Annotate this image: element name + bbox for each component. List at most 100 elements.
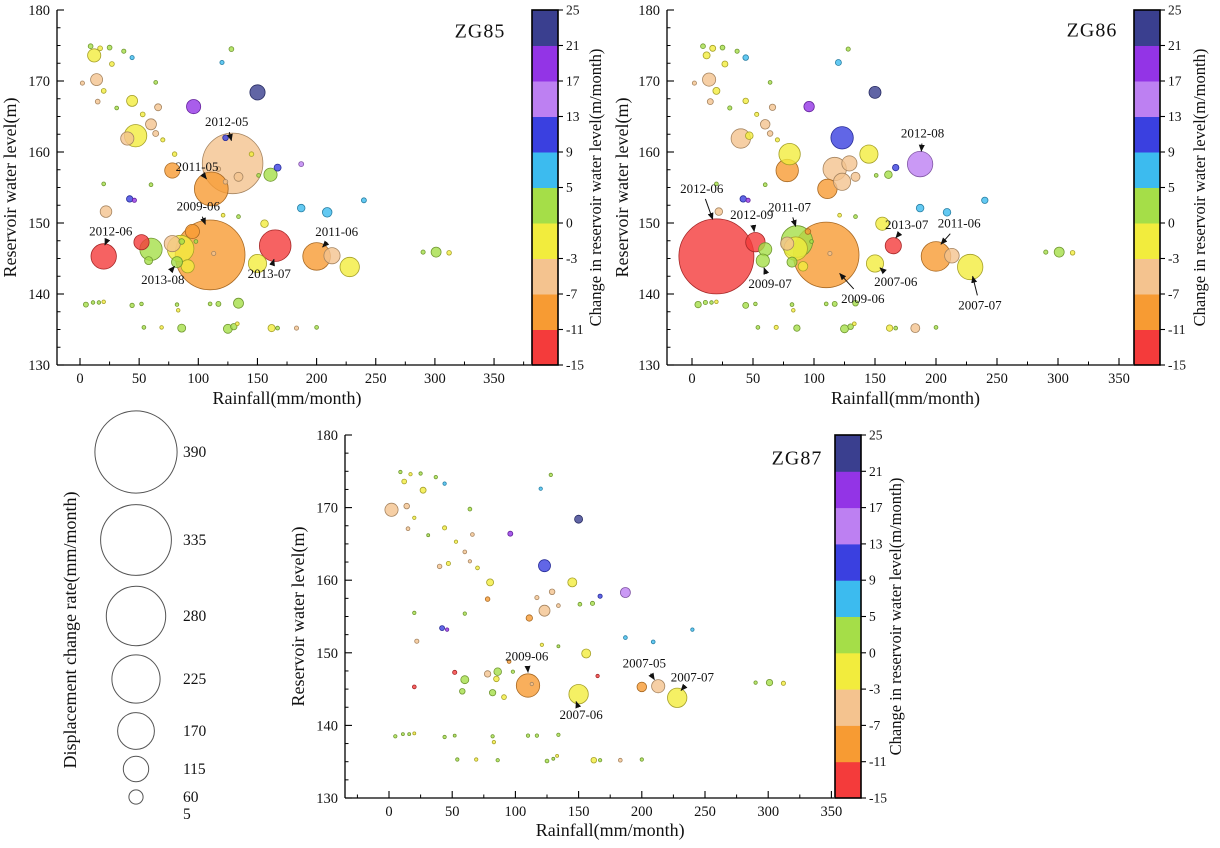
bubble	[850, 171, 861, 182]
bubble	[551, 756, 556, 761]
bubble	[154, 103, 163, 112]
bubble	[144, 256, 154, 266]
bubble	[700, 43, 706, 49]
bubble	[442, 734, 447, 740]
bubble	[809, 239, 814, 244]
colorbar-segment	[835, 543, 861, 581]
colorbar-tick-label: 17	[1168, 74, 1182, 89]
bubble	[393, 734, 398, 739]
bubble	[433, 474, 438, 480]
bubble	[590, 757, 597, 764]
colorbar-segment	[532, 152, 558, 188]
annotation-arrow	[704, 198, 714, 220]
bubble	[714, 181, 719, 187]
bubble	[145, 118, 157, 131]
bubble	[873, 173, 879, 178]
colorbar-tick-label: 0	[1168, 216, 1175, 231]
x-tick-label: 0	[76, 371, 83, 387]
bubble	[702, 51, 711, 60]
bubble	[439, 625, 446, 631]
annotation-arrow	[879, 267, 887, 275]
annotation-label: 2013-07	[248, 266, 292, 281]
bubble	[567, 577, 578, 588]
bubble	[403, 502, 410, 510]
bubble	[114, 105, 119, 111]
bubble	[160, 137, 166, 143]
bubbles	[79, 43, 452, 334]
bubble	[837, 212, 842, 218]
legend-size-circle	[122, 755, 150, 783]
x-tick-label: 350	[1108, 371, 1130, 387]
bubble	[163, 235, 181, 253]
bubble	[109, 61, 115, 67]
colorbar-tick-label: -7	[566, 287, 577, 302]
bubble	[910, 323, 921, 334]
bubble	[101, 299, 106, 304]
colorbar-label: Change in reservoir water level(m/month)	[1190, 49, 1209, 327]
colorbar-tick-label: 9	[566, 145, 573, 160]
bubble	[175, 308, 181, 313]
bubble	[219, 60, 225, 66]
bubble	[745, 197, 751, 203]
bubble	[933, 325, 939, 330]
colorbar-label: Change in reservoir water level(m/month)	[886, 478, 905, 756]
annotation-arrow	[226, 132, 233, 142]
annotation-label: 2011-05	[176, 159, 219, 174]
x-tick-label: 100	[803, 371, 825, 387]
bubble	[780, 236, 795, 251]
colorbar-tick-label: 25	[869, 428, 883, 443]
annotation-label: 2012-06	[680, 181, 724, 196]
x-tick-label: 150	[568, 804, 590, 820]
colorbar-segment	[532, 187, 558, 224]
annotation-label: 2009-07	[748, 276, 792, 291]
colorbar-segment	[835, 616, 861, 654]
bubble	[488, 689, 497, 697]
bubble	[256, 173, 261, 178]
bubble	[445, 561, 451, 567]
bubble	[267, 324, 276, 333]
x-tick-label: 50	[445, 804, 460, 820]
bubble	[475, 565, 480, 571]
bubble	[702, 299, 708, 305]
bubble	[1053, 246, 1065, 258]
bubble	[754, 111, 760, 117]
chart-title-zg87: ZG87	[771, 447, 823, 470]
annotation-arrow	[895, 231, 903, 239]
y-tick-label: 160	[28, 145, 50, 161]
bubble	[193, 239, 199, 244]
colorbar-segment	[1134, 10, 1160, 46]
annotation-arrow	[269, 258, 275, 267]
legend-size-value: 225	[183, 671, 207, 688]
bubble	[171, 151, 178, 157]
bubble	[228, 46, 235, 52]
bubble	[148, 182, 154, 188]
bubble	[233, 171, 244, 182]
colorbar: -15 -11 -7 -3 0 5 9 13 17 21 25 Change in reservoir…	[834, 428, 905, 806]
colorbar-tick-label: 21	[566, 38, 580, 53]
bubble	[97, 45, 103, 52]
y-tick-label: 150	[316, 646, 338, 662]
bubble	[442, 481, 447, 486]
bubble	[491, 739, 496, 745]
bubble	[230, 323, 238, 331]
bubble	[129, 55, 135, 61]
bubbles	[678, 43, 1076, 334]
bubble	[831, 300, 838, 307]
size-legend: 390 335 280 225 170 115 605 Displacement change…	[60, 410, 207, 823]
x-tick-label: 250	[365, 371, 387, 387]
bubble	[766, 130, 774, 137]
bubble	[90, 243, 117, 270]
annotation-label: 2009-06	[841, 291, 885, 306]
bubble	[101, 181, 106, 187]
legend-size-circle	[105, 585, 167, 647]
annotation-label: 2009-06	[177, 199, 221, 214]
colorbar-segment	[835, 689, 861, 726]
bubble	[322, 207, 333, 218]
colorbar-segment	[532, 329, 558, 366]
bubble	[577, 601, 583, 607]
colorbar-tick-label: -3	[869, 682, 880, 697]
bubble	[100, 88, 107, 94]
bubble	[639, 757, 644, 762]
bubble	[467, 559, 472, 564]
bubble	[184, 223, 200, 239]
